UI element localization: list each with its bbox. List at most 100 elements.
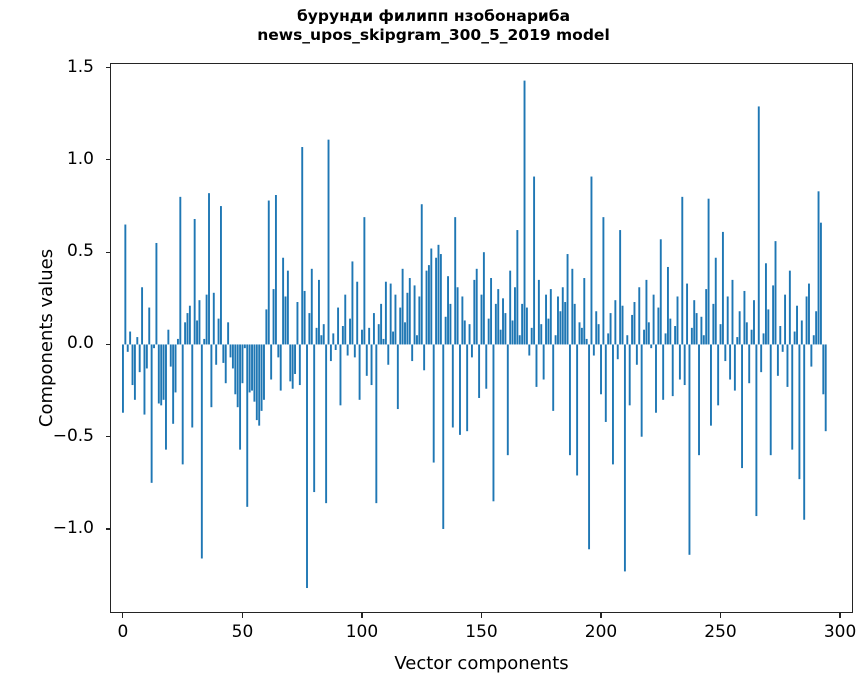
bar (303, 290, 306, 345)
bar (126, 344, 129, 352)
bar (210, 344, 213, 408)
bar (442, 344, 445, 529)
bar (571, 268, 574, 345)
bar (750, 329, 753, 345)
chart-title-line-2: news_upos_skipgram_300_5_2019 model (257, 26, 610, 44)
bar (753, 300, 755, 345)
bar (454, 217, 457, 345)
bar (466, 344, 469, 432)
bar (480, 294, 483, 345)
bar (208, 193, 210, 345)
bar (432, 344, 435, 463)
x-tick-label: 250 (704, 622, 737, 642)
bar (416, 335, 418, 345)
bar (516, 230, 519, 345)
bar (492, 344, 495, 502)
bar (411, 344, 414, 362)
bar (590, 176, 593, 345)
bar (229, 344, 232, 358)
bar (724, 344, 727, 362)
bar (133, 344, 136, 400)
bar (368, 327, 371, 345)
bar (791, 344, 794, 450)
bar (456, 287, 459, 345)
y-tick-label: 1.5 (66, 56, 94, 77)
bar (824, 344, 827, 432)
bar (313, 344, 316, 493)
bar (542, 344, 545, 380)
bar (167, 329, 170, 345)
bar (729, 344, 732, 380)
bar (805, 296, 808, 345)
bar (619, 230, 622, 345)
plot-area (111, 64, 852, 612)
bar (277, 344, 280, 358)
x-tick-label: 300 (823, 622, 857, 642)
bar (568, 344, 571, 456)
bar (614, 300, 617, 345)
bar (124, 224, 127, 345)
bar (334, 344, 337, 350)
bar (291, 344, 294, 389)
bar (714, 257, 717, 345)
bar (769, 344, 772, 456)
bar (351, 261, 354, 345)
bar (473, 279, 476, 345)
bar (193, 218, 196, 345)
bar (798, 344, 801, 480)
bar (439, 254, 442, 345)
bar (511, 320, 514, 345)
bar (224, 344, 227, 384)
bar (580, 327, 583, 345)
bar (499, 329, 502, 345)
bar (657, 307, 660, 345)
bar (148, 307, 151, 345)
bar (353, 344, 356, 358)
bar (263, 344, 265, 400)
bar (136, 337, 139, 345)
bar (786, 344, 789, 387)
bar (760, 344, 763, 373)
x-axis-label: Vector components (394, 653, 569, 674)
bar (518, 335, 521, 345)
plot-axes (110, 63, 853, 613)
x-tick-label: 50 (231, 622, 254, 642)
bar (817, 191, 820, 345)
bar (217, 318, 220, 345)
bar (387, 344, 390, 365)
bar (184, 322, 187, 345)
bar (690, 327, 693, 345)
bar (325, 344, 328, 504)
bar (361, 329, 363, 345)
bar (535, 344, 538, 387)
bar (306, 344, 308, 589)
bar (712, 303, 715, 345)
x-tick-mark (361, 613, 363, 618)
bar (272, 289, 275, 345)
bar (676, 296, 679, 345)
bar (779, 326, 782, 345)
x-tick-mark (480, 613, 483, 618)
bar (545, 294, 547, 345)
bar (176, 338, 179, 345)
bar (143, 344, 146, 415)
bar (138, 344, 141, 373)
bar (609, 313, 612, 345)
bar (475, 268, 478, 345)
bar (561, 287, 564, 345)
bar (621, 305, 624, 345)
x-tick-label: 150 (465, 622, 498, 642)
bar (301, 147, 304, 345)
bar (485, 344, 488, 389)
bar (521, 303, 524, 345)
bar (793, 331, 796, 345)
bar (796, 305, 798, 345)
bar (635, 344, 638, 365)
bar (341, 326, 344, 345)
bar (413, 285, 416, 345)
bar (327, 139, 330, 345)
bar (155, 242, 158, 345)
bar (162, 344, 165, 400)
bar (533, 176, 536, 345)
bar (358, 344, 361, 400)
